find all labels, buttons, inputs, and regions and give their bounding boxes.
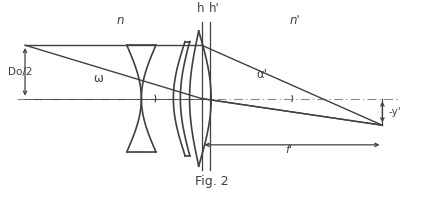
Text: -y': -y' xyxy=(388,107,401,117)
Text: Do/2: Do/2 xyxy=(8,67,33,77)
Text: f': f' xyxy=(285,145,292,155)
Text: h': h' xyxy=(209,2,220,15)
Text: n: n xyxy=(117,14,124,27)
Text: α': α' xyxy=(257,68,268,81)
Text: Fig. 2: Fig. 2 xyxy=(195,175,229,188)
Text: ω: ω xyxy=(93,72,103,85)
Text: h: h xyxy=(197,2,204,15)
Text: n': n' xyxy=(290,14,301,27)
